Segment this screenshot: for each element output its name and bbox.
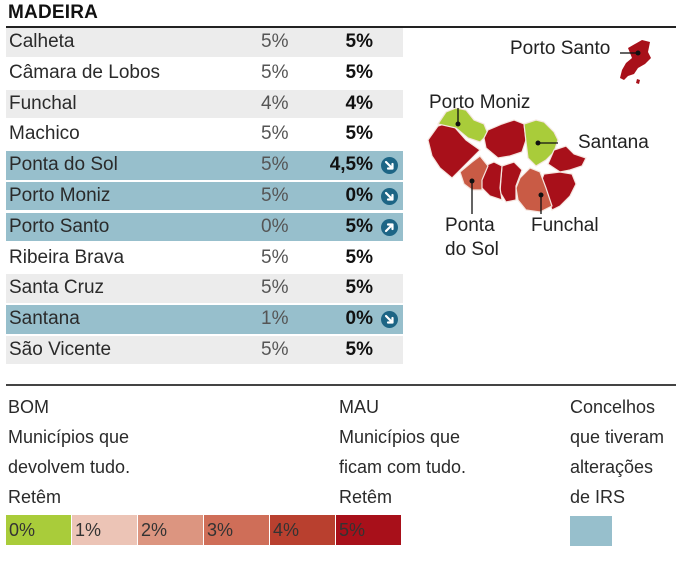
region-porto-moniz bbox=[437, 107, 489, 143]
new-rate: 5% bbox=[345, 338, 373, 360]
table-row: Porto Moniz 5% 0% bbox=[6, 181, 403, 211]
municipality-name: Machico bbox=[9, 123, 80, 145]
madeira-map: Porto Santo Porto Moniz Santana Ponta do… bbox=[410, 28, 680, 273]
region-ponta-do-sol bbox=[459, 155, 489, 191]
top-divider bbox=[6, 26, 676, 28]
scale-swatch: 0% bbox=[6, 515, 71, 545]
legend-divider bbox=[6, 384, 676, 386]
legend-mau-line3: Retêm bbox=[339, 487, 393, 507]
new-rate: 5% bbox=[345, 277, 373, 299]
map-label-ponta-do-sol-line2: do Sol bbox=[445, 239, 499, 260]
municipality-name: Santana bbox=[9, 308, 80, 330]
new-rate: 4% bbox=[345, 92, 373, 114]
irs-table: Calheta 5% 5% Câmara de Lobos 5% 5% Funchal 4% 4… bbox=[6, 28, 403, 367]
arrow-down-right-icon bbox=[381, 311, 398, 329]
municipality-name: São Vicente bbox=[9, 338, 112, 360]
map-label-funchal: Funchal bbox=[531, 215, 599, 236]
arrow-down-right-icon bbox=[381, 187, 398, 205]
old-rate: 5% bbox=[261, 277, 289, 299]
legend-bom-line3: Retêm bbox=[8, 487, 62, 507]
municipality-name: Funchal bbox=[9, 92, 77, 114]
legend-irs-line3: alterações bbox=[570, 457, 654, 477]
legend-mau-line1: Municípios que bbox=[339, 427, 461, 447]
region-sao-vicente bbox=[483, 119, 527, 159]
municipality-name: Calheta bbox=[9, 31, 75, 52]
old-rate: 0% bbox=[261, 215, 289, 237]
irs-change-swatch bbox=[570, 516, 612, 546]
old-rate: 5% bbox=[261, 61, 289, 83]
new-rate: 0% bbox=[345, 308, 373, 330]
municipality-name: Porto Moniz bbox=[9, 184, 111, 206]
legend-irs-line4: de IRS bbox=[570, 487, 626, 507]
table-row: São Vicente 5% 5% bbox=[6, 335, 403, 365]
new-rate: 5% bbox=[345, 61, 373, 83]
table-row: Ponta do Sol 5% 4,5% bbox=[6, 151, 403, 180]
old-rate: 5% bbox=[261, 154, 289, 176]
legend-irs-line2: que tiveram bbox=[570, 427, 665, 447]
section-title: MADEIRA bbox=[8, 2, 99, 23]
municipality-name: Ribeira Brava bbox=[9, 246, 125, 268]
scale-swatch: 3% bbox=[204, 515, 269, 545]
old-rate: 5% bbox=[261, 338, 289, 360]
arrow-down-right-icon bbox=[381, 157, 398, 175]
new-rate: 5% bbox=[345, 246, 373, 268]
color-scale: 0% 1% 2% 3% 4% 5% bbox=[6, 515, 402, 545]
map-label-porto-moniz: Porto Moniz bbox=[429, 92, 531, 113]
map-label-ponta-do-sol: Ponta do Sol bbox=[445, 214, 499, 262]
old-rate: 5% bbox=[261, 31, 289, 52]
legend-bom-line2: devolvem tudo. bbox=[8, 457, 131, 477]
map-svg bbox=[427, 40, 651, 214]
new-rate: 4,5% bbox=[329, 154, 373, 176]
legend-bom-heading: BOM bbox=[8, 397, 50, 417]
region-funchal bbox=[515, 167, 553, 213]
legend-mau-heading: MAU bbox=[339, 397, 379, 417]
table-row: Machico 5% 5% bbox=[6, 120, 403, 149]
old-rate: 4% bbox=[261, 92, 289, 114]
new-rate: 5% bbox=[345, 123, 373, 145]
municipality-name: Câmara de Lobos bbox=[9, 61, 161, 83]
scale-swatch: 4% bbox=[270, 515, 335, 545]
old-rate: 5% bbox=[261, 123, 289, 145]
legend-irs: Concelhos que tiveram alterações de IRS bbox=[570, 392, 664, 512]
table-row: Câmara de Lobos 5% 5% bbox=[6, 58, 403, 88]
municipality-name: Porto Santo bbox=[9, 215, 110, 237]
legend-bom-line1: Municípios que bbox=[8, 427, 130, 447]
old-rate: 1% bbox=[261, 308, 289, 330]
scale-swatch: 2% bbox=[138, 515, 203, 545]
new-rate: 0% bbox=[345, 184, 373, 206]
legend-bom: BOM Municípios que devolvem tudo. Retêm bbox=[8, 392, 130, 512]
legend-mau: MAU Municípios que ficam com tudo. Retêm bbox=[339, 392, 466, 512]
table-row: Funchal 4% 4% bbox=[6, 89, 403, 119]
map-label-ponta-do-sol-line1: Ponta bbox=[445, 215, 495, 236]
table-row: Ribeira Brava 5% 5% bbox=[6, 243, 403, 273]
table-row: Santa Cruz 5% 5% bbox=[6, 274, 403, 303]
region-machico bbox=[547, 145, 587, 173]
table-row: Calheta 5% 5% bbox=[6, 28, 403, 57]
old-rate: 5% bbox=[261, 246, 289, 268]
table-row: Santana 1% 0% bbox=[6, 305, 403, 334]
table-row: Porto Santo 0% 5% bbox=[6, 212, 403, 242]
new-rate: 5% bbox=[345, 31, 373, 52]
legend-irs-line1: Concelhos bbox=[570, 397, 656, 417]
arrow-up-right-icon bbox=[381, 218, 398, 236]
legend-mau-line2: ficam com tudo. bbox=[339, 457, 467, 477]
scale-swatch: 1% bbox=[72, 515, 137, 545]
new-rate: 5% bbox=[345, 215, 373, 237]
map-label-santana: Santana bbox=[578, 132, 649, 153]
scale-swatch: 5% bbox=[336, 515, 401, 545]
municipality-name: Ponta do Sol bbox=[9, 154, 118, 176]
region-porto-santo bbox=[620, 40, 651, 84]
municipality-name: Santa Cruz bbox=[9, 277, 105, 299]
old-rate: 5% bbox=[261, 184, 289, 206]
map-label-porto-santo: Porto Santo bbox=[510, 38, 611, 59]
